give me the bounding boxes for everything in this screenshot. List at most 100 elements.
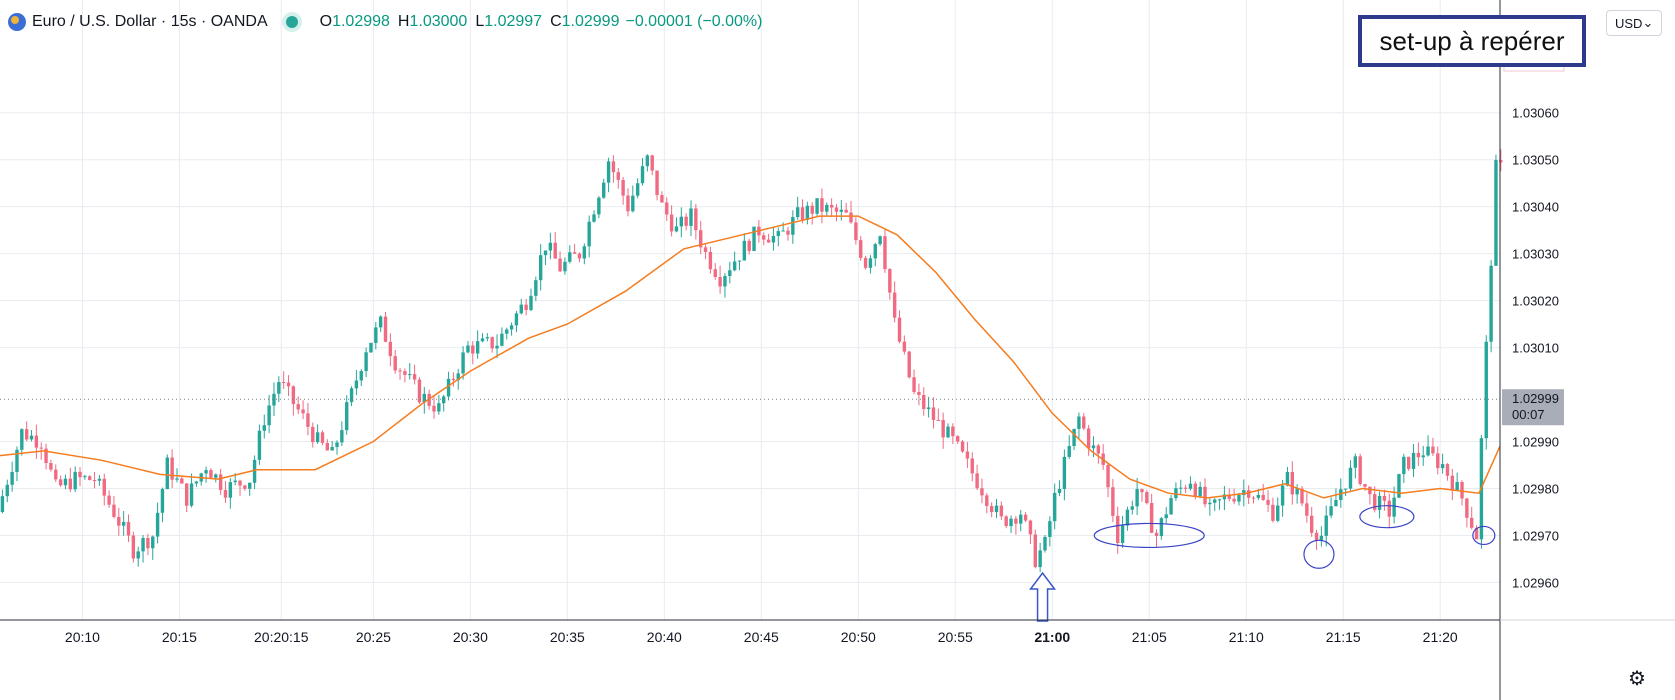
setup-ellipse-marker (1093, 522, 1205, 549)
candle-body (204, 470, 208, 474)
x-tick-label: 20:30 (453, 629, 488, 645)
candle-body (388, 341, 393, 357)
candle-body (951, 426, 955, 437)
candle-body (820, 198, 824, 212)
candle-body (1106, 464, 1110, 488)
candle-body (936, 419, 941, 421)
y-tick-label: 1.03010 (1512, 341, 1559, 356)
candle-body (252, 459, 257, 483)
candle-body (306, 413, 310, 427)
x-tick-label: 20:45 (744, 629, 779, 645)
candle-body (810, 205, 814, 214)
x-tick-label: 20:55 (938, 629, 973, 645)
candle-body (631, 195, 635, 212)
candle-body (1193, 483, 1198, 497)
candle-body (1426, 446, 1430, 456)
candle-body (854, 222, 858, 241)
low-label: L (475, 13, 485, 30)
candle-body (83, 476, 87, 478)
candle-body (616, 172, 620, 180)
candle-body (606, 161, 611, 183)
candle-body (1154, 532, 1159, 537)
candle-body (994, 505, 999, 513)
candle-body (1295, 488, 1299, 495)
currency-selector[interactable]: USD ⌄ (1606, 10, 1662, 36)
candle-body (689, 208, 693, 226)
low-value: 1.02997 (484, 13, 543, 30)
candle-body (892, 292, 897, 318)
candle-body (441, 396, 446, 404)
candle-body (408, 374, 412, 376)
current-price-label: 1.02999 (1512, 391, 1559, 406)
candle-body (1276, 505, 1280, 521)
candle-body (330, 446, 334, 451)
candle-body (480, 338, 485, 342)
candle-body (49, 463, 53, 470)
candle-body (281, 382, 286, 384)
candle-body (68, 478, 73, 490)
y-tick-label: 1.03030 (1512, 247, 1559, 262)
x-tick-label: 21:05 (1132, 629, 1167, 645)
symbol-title[interactable]: Euro / U.S. Dollar · 15s · OANDA (32, 13, 268, 30)
candle-body (1203, 486, 1207, 505)
candle-body (1179, 487, 1183, 489)
candle-body (233, 480, 237, 483)
close-label: C (550, 13, 562, 30)
setup-ellipse-marker (1472, 525, 1496, 546)
candle-body (883, 236, 887, 270)
candle-body (655, 170, 659, 196)
gear-icon[interactable]: ⚙ (1628, 668, 1646, 690)
candle-body (514, 313, 519, 326)
candle-body (218, 474, 223, 490)
candle-body (461, 352, 465, 374)
candle-body (1091, 445, 1096, 449)
currency-label: USD (1615, 15, 1643, 31)
candle-body (131, 535, 136, 559)
candle-body (534, 280, 538, 296)
candle-body (97, 478, 102, 481)
candle-body (277, 382, 281, 394)
candle-body (432, 405, 436, 412)
candle-body (29, 435, 34, 440)
candle-body (592, 214, 596, 222)
candle-body (378, 316, 383, 328)
annotation-box[interactable]: set-up à repérer (1358, 15, 1586, 67)
candle-body (1125, 509, 1130, 526)
candle-body (1499, 160, 1503, 163)
candle-body (723, 275, 727, 287)
candle-body (1339, 489, 1343, 501)
candle-body (39, 447, 43, 449)
candle-body (1140, 489, 1144, 493)
candle-body (902, 341, 907, 352)
annotation-text: set-up à repérer (1379, 25, 1565, 56)
candle-body (315, 432, 320, 443)
candle-body (1465, 498, 1469, 518)
candle-body (1033, 534, 1037, 568)
candle-body (766, 239, 771, 243)
candle-body (825, 204, 829, 212)
candle-body (1343, 488, 1348, 490)
candle-body (189, 483, 194, 506)
candle-body (800, 207, 805, 220)
candle-body (403, 371, 407, 375)
candle-body (970, 458, 974, 474)
candle-body (24, 429, 29, 440)
candle-body (989, 506, 994, 513)
candle-body (1062, 456, 1067, 489)
candle-body (301, 409, 305, 414)
candle-body (888, 269, 892, 293)
candle-body (92, 480, 97, 482)
y-tick-label: 1.03060 (1512, 106, 1559, 121)
candle-body (505, 329, 509, 334)
candle-body (1028, 520, 1033, 535)
candle-body (267, 405, 271, 426)
candle-body (1072, 428, 1076, 447)
candle-body (1382, 495, 1387, 501)
candle-body (121, 521, 126, 526)
candle-body (563, 261, 567, 272)
candle-body (490, 337, 494, 349)
candle-body (1489, 265, 1493, 342)
candle-body (1406, 456, 1411, 469)
candle-body (572, 252, 577, 254)
